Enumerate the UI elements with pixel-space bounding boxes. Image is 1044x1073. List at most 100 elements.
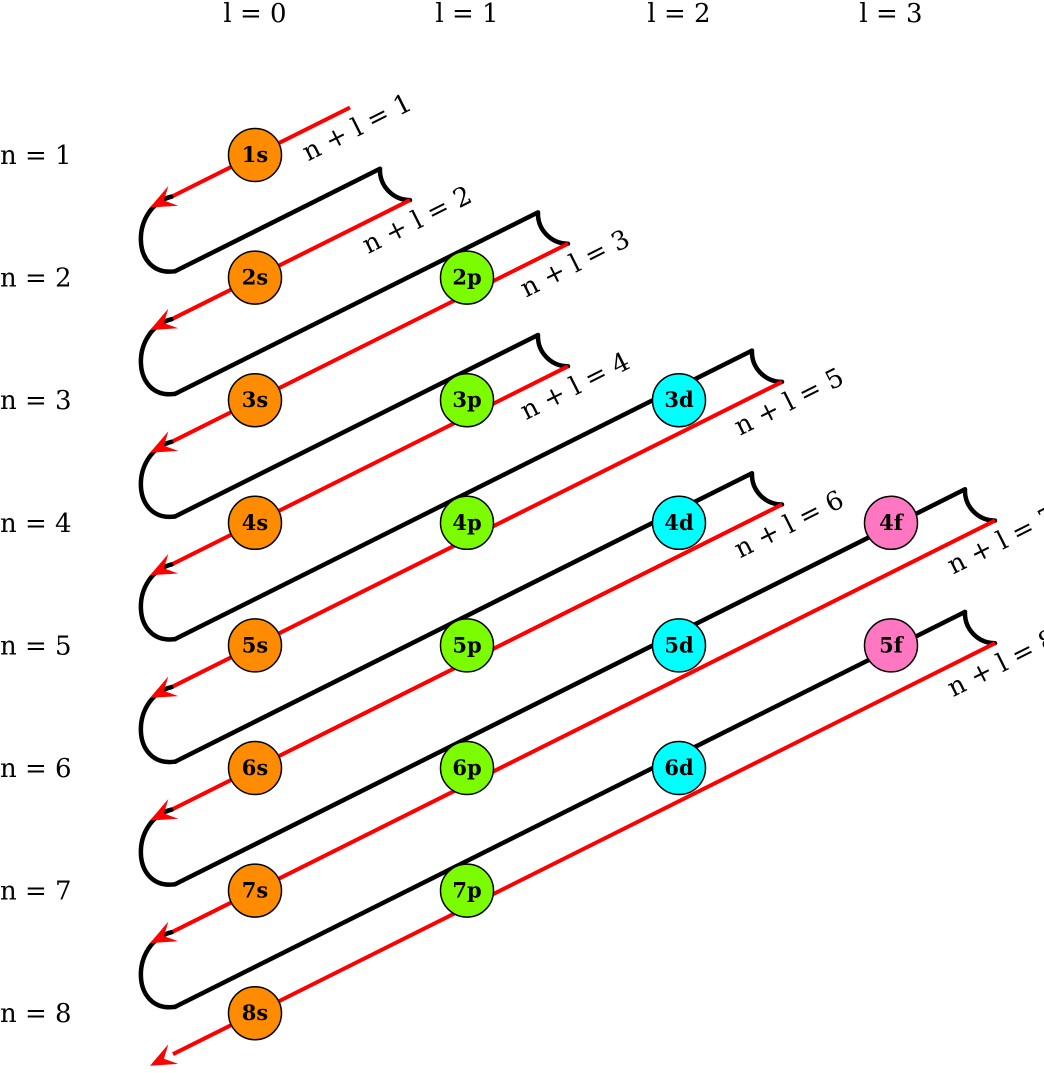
orbital-6p: 6p — [439, 740, 495, 796]
orbital-circle — [227, 985, 283, 1041]
orbital-label: 5p — [452, 632, 481, 657]
snake-segment — [172, 332, 571, 519]
orbital-circle — [439, 250, 495, 305]
snake-segment — [172, 609, 998, 1010]
diagonal-label: n + l = 6 — [730, 485, 849, 565]
orbital-4f: 4f — [863, 495, 919, 551]
orbital-label: 4f — [879, 510, 905, 535]
orbital-circle — [439, 495, 495, 551]
orbital-label: 4d — [664, 510, 694, 535]
orbital-4d: 4d — [651, 495, 707, 551]
snake-segment — [172, 487, 998, 887]
orbital-label: 7p — [452, 878, 481, 903]
diagonal-label: n + l = 4 — [516, 347, 635, 427]
snake-segment — [172, 166, 413, 274]
orbital-label: 2s — [242, 265, 268, 290]
orbital-circle — [863, 618, 919, 673]
arrowhead — [150, 186, 179, 208]
l-label: l = 3 — [859, 0, 922, 29]
snake-fold — [138, 316, 178, 397]
snake-fold — [138, 807, 178, 887]
n-label: n = 3 — [0, 386, 72, 416]
orbital-5p: 5p — [439, 618, 495, 673]
arrowhead — [150, 1044, 179, 1066]
orbital-label: 3p — [452, 387, 481, 412]
orbital-label: 7s — [242, 878, 268, 903]
orbital-label: 3s — [242, 387, 268, 412]
orbital-5s: 5s — [227, 618, 283, 673]
diagonal-label: n + l = 3 — [516, 224, 635, 304]
snake-fold — [138, 439, 178, 519]
diagonal-label: n + l = 1 — [298, 88, 417, 168]
diagonal-label: n + l = 2 — [358, 181, 477, 261]
orbital-4s: 4s — [227, 495, 283, 551]
orbital-8s: 8s — [227, 985, 283, 1041]
orbital-label: 5s — [242, 632, 268, 657]
orbital-7p: 7p — [439, 863, 495, 918]
snake-fold — [138, 929, 178, 1010]
orbital-circle — [227, 495, 283, 551]
orbital-circle — [227, 250, 283, 305]
orbital-6s: 6s — [227, 740, 283, 796]
n-label: n = 6 — [0, 754, 72, 784]
arrowhead — [150, 676, 179, 698]
orbital-circle — [227, 618, 283, 673]
orbital-circle — [227, 372, 283, 428]
orbital-3p: 3p — [439, 372, 495, 428]
orbital-circle — [227, 127, 283, 183]
n-label: n = 2 — [0, 264, 72, 294]
diagonal-arrow-line — [172, 641, 996, 1056]
arrowhead — [150, 553, 179, 576]
l-label: l = 1 — [435, 0, 498, 29]
orbital-2s: 2s — [227, 250, 283, 305]
snake-segment — [172, 210, 571, 397]
orbital-circle — [651, 495, 707, 551]
orbital-circle — [651, 740, 707, 796]
orbital-circle — [863, 495, 919, 551]
n-label: n = 8 — [0, 999, 72, 1029]
orbital-label: 4s — [242, 510, 268, 535]
n-label: n = 7 — [0, 877, 72, 907]
n-label: n = 4 — [0, 509, 72, 539]
orbital-4p: 4p — [439, 495, 495, 551]
orbital-2p: 2p — [439, 250, 495, 305]
orbital-3d: 3d — [651, 372, 707, 428]
orbital-circle — [439, 618, 495, 673]
diagonal-arrow-line — [172, 198, 411, 321]
diagonal-arrow-line — [172, 518, 996, 934]
orbital-7s: 7s — [227, 863, 283, 918]
snake-fold — [138, 684, 178, 765]
orbital-6d: 6d — [651, 740, 707, 796]
orbital-label: 5d — [664, 632, 694, 657]
orbital-5f: 5f — [863, 618, 919, 673]
orbital-label: 3d — [664, 387, 694, 412]
arrowhead — [150, 799, 179, 821]
arrowhead — [150, 921, 179, 944]
orbital-label: 6s — [242, 755, 268, 780]
n-label: n = 1 — [0, 141, 72, 171]
n-label: n = 5 — [0, 631, 72, 661]
orbital-label: 2p — [452, 265, 481, 290]
orbital-5d: 5d — [651, 618, 707, 673]
orbital-circle — [439, 372, 495, 428]
l-label: l = 0 — [223, 0, 286, 29]
orbital-circle — [439, 863, 495, 918]
orbital-label: 4p — [452, 510, 481, 535]
orbital-1s: 1s — [227, 127, 283, 183]
orbital-label: 6d — [664, 755, 694, 780]
snake-fold — [138, 194, 178, 274]
orbital-circle — [439, 740, 495, 796]
orbital-label: 6p — [452, 755, 481, 780]
orbital-circle — [651, 618, 707, 673]
orbital-label: 5f — [879, 632, 905, 657]
snake-fold — [138, 562, 178, 642]
orbital-3s: 3s — [227, 372, 283, 428]
orbital-circle — [651, 372, 707, 428]
orbital-circle — [227, 863, 283, 918]
diagonal-label: n + l = 5 — [730, 362, 849, 442]
orbital-label: 1s — [242, 142, 268, 167]
arrowhead — [150, 431, 179, 453]
l-label: l = 2 — [647, 0, 710, 29]
orbital-label: 8s — [242, 1000, 268, 1025]
